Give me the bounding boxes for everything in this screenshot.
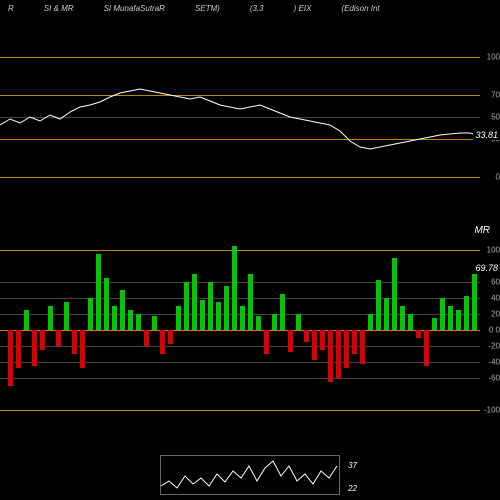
mr-bar [104,278,109,330]
mr-bar [336,330,341,378]
mr-bar [472,274,477,330]
mr-bar [272,314,277,330]
axis-label: -40 [488,358,500,367]
mr-bar [24,310,29,330]
mr-bar [384,298,389,330]
mini-oscillator-panel: 3722 [160,455,340,495]
axis-label: 100 [487,246,500,255]
mr-bar [448,306,453,330]
axis-label: 100 [487,53,500,62]
header-item: (3,3 [250,4,264,13]
header-item: SETM) [195,4,220,13]
mr-bar [192,274,197,330]
mr-bar [208,282,213,330]
mr-bar [136,314,141,330]
mr-bar [416,330,421,338]
mr-bar [360,330,365,364]
mr-bar [320,330,325,350]
header-item: ) EIX [294,4,312,13]
mr-bar [40,330,45,350]
mr-bar [80,330,85,368]
axis-label: -60 [488,374,500,383]
mr-bar [120,290,125,330]
mr-bar [328,330,333,382]
mr-bar [248,274,253,330]
mr-bar [256,316,261,330]
mr-bar [432,318,437,330]
mr-bar [112,306,117,330]
axis-label: -100 [484,406,500,415]
mr-bar [352,330,357,354]
mr-bar [376,280,381,330]
mr-bar [440,298,445,330]
mr-bar [144,330,149,346]
mr-bar [400,306,405,330]
gridline [0,410,480,411]
mini-axis-label: 37 [348,461,357,470]
gridline [0,378,480,379]
axis-label: 0 [496,173,500,182]
si-line-chart [0,47,480,187]
mr-bar [64,302,69,330]
mr-bar [368,314,373,330]
mr-bar [280,294,285,330]
header-row: R SI & MR SI MunafaSutraR SETM) (3,3 ) EIX (Ed… [0,0,500,17]
gridline [0,298,480,299]
gridline [0,362,480,363]
mr-bar [216,302,221,330]
mr-bar [128,310,133,330]
mr-bar [232,246,237,330]
mr-bar [88,298,93,330]
mr-bar [152,316,157,330]
mr-bar [32,330,37,366]
mr-bar [48,306,53,330]
axis-label: 0 0 [489,326,500,335]
mr-bar [408,314,413,330]
axis-label: 60 [491,278,500,287]
si-line-panel: 100705030033.81 [0,47,500,167]
mr-bar [200,300,205,330]
mr-bar [304,330,309,342]
mr-bar [16,330,21,368]
mini-line-chart [161,456,341,496]
axis-label: 40 [491,294,500,303]
mr-bar [72,330,77,354]
gridline [0,250,480,251]
mr-bar [288,330,293,352]
mr-bar [8,330,13,386]
header-item: R [8,4,14,13]
mr-bar [464,296,469,330]
mr-bar [456,310,461,330]
mr-label: MR [474,225,490,236]
mr-bar [224,286,229,330]
mini-axis-label: 22 [348,484,357,493]
si-current-value: 33.81 [473,130,500,140]
mr-bar [160,330,165,354]
mr-bar [264,330,269,354]
header-item: SI MunafaSutraR [104,4,165,13]
mr-bar [392,258,397,330]
mr-bar [96,254,101,330]
mr-current-value: 69.78 [473,263,500,273]
gridline [0,282,480,283]
mr-bar [184,282,189,330]
mr-bar [240,306,245,330]
header-item: SI & MR [44,4,74,13]
mr-bar [56,330,61,346]
mr-bar [344,330,349,368]
axis-label: 70 [491,91,500,100]
mr-bar [424,330,429,366]
mr-bar [168,330,173,344]
axis-label: 20 [491,310,500,319]
header-item: (Edison Int [341,4,379,13]
mr-bar [312,330,317,360]
axis-label: -20 [488,342,500,351]
mr-bar [296,314,301,330]
mr-bar [176,306,181,330]
axis-label: 50 [491,113,500,122]
